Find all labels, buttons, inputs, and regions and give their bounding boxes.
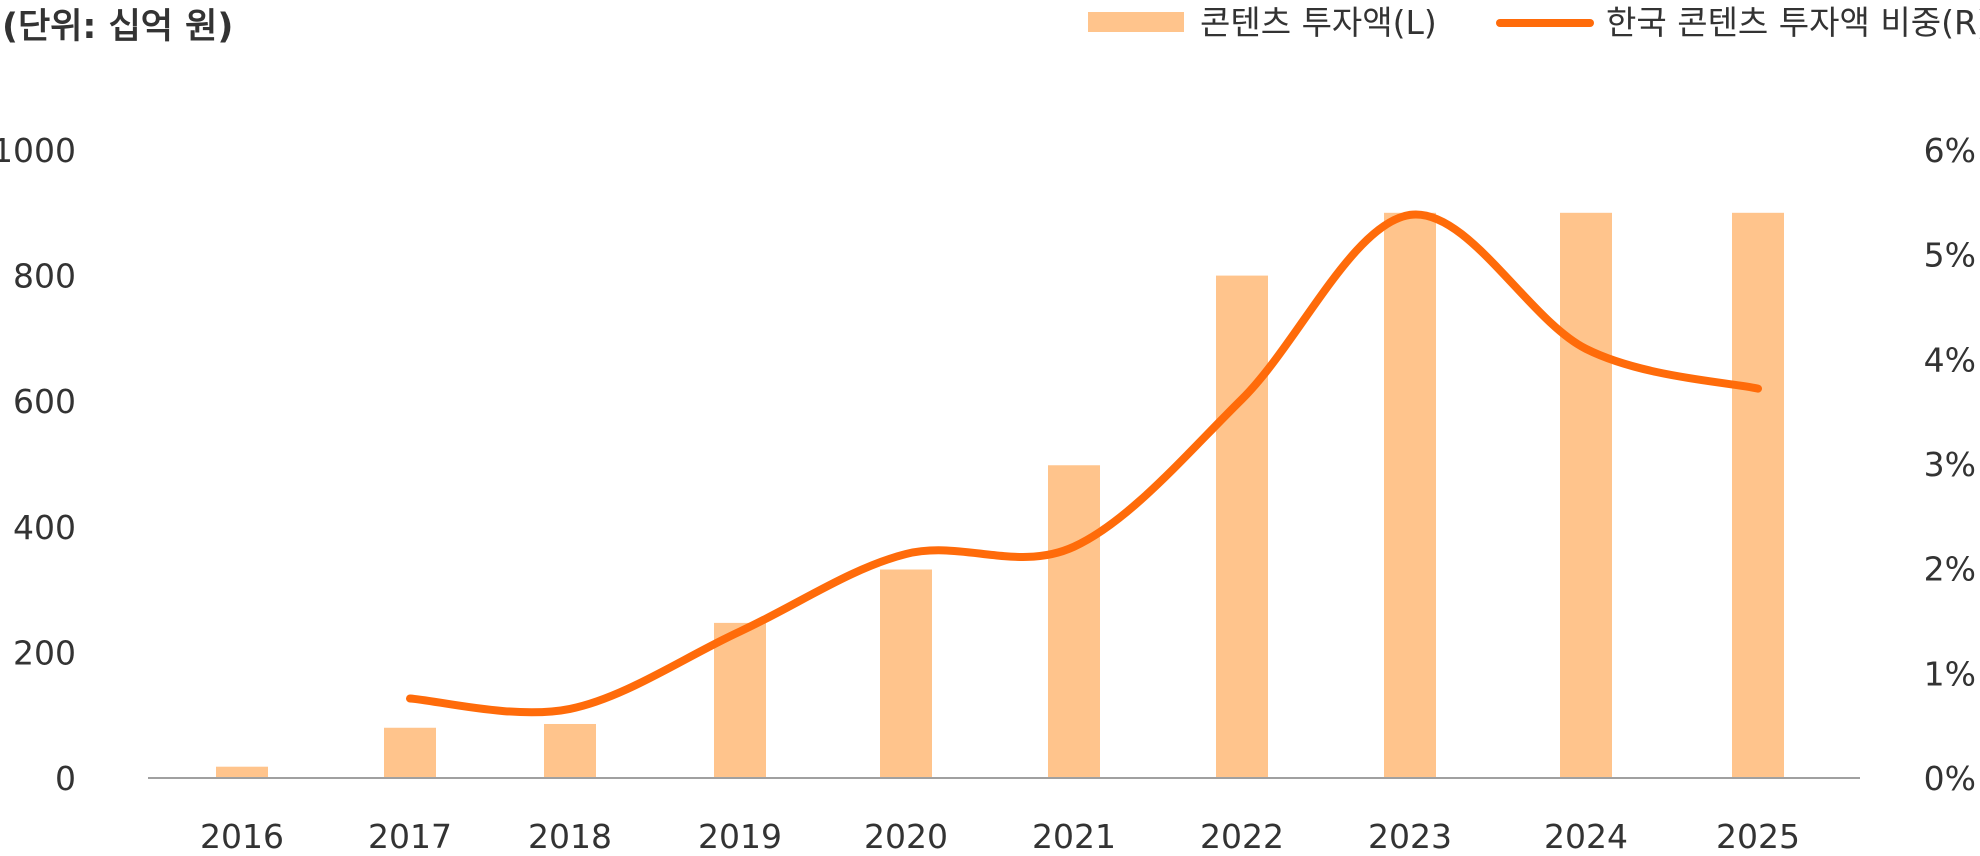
bar-2023 <box>1384 212 1436 779</box>
x-tick-label: 2018 <box>528 817 612 856</box>
y-right-tick-label: 5% <box>1924 236 1976 275</box>
y-right-tick-label: 2% <box>1924 550 1976 589</box>
legend: 콘텐츠 투자액(L) 한국 콘텐츠 투자액 비중(R) <box>1088 3 1980 42</box>
y-left-tick-label: 800 <box>13 257 76 296</box>
y-axis-right: 0% 1% 2% 3% 4% 5% 6% <box>1924 131 1976 798</box>
bar-2022 <box>1216 275 1268 778</box>
x-tick-label: 2019 <box>698 817 782 856</box>
y-axis-left: 0 200 400 600 800 1000 <box>0 131 76 798</box>
y-right-tick-label: 3% <box>1924 445 1976 484</box>
x-tick-label: 2021 <box>1032 817 1116 856</box>
y-right-tick-label: 1% <box>1924 654 1976 693</box>
x-tick-label: 2023 <box>1368 817 1452 856</box>
bar-2024 <box>1560 212 1612 779</box>
legend-bar-swatch <box>1088 12 1184 32</box>
bar-2019 <box>714 622 766 778</box>
y-right-tick-label: 4% <box>1924 340 1976 379</box>
legend-bar-label: 콘텐츠 투자액(L) <box>1200 3 1437 42</box>
y-left-tick-label: 600 <box>13 382 76 421</box>
x-axis: 2016 2017 2018 2019 2020 2021 2022 2023 2024 2025 <box>200 817 1800 856</box>
bar-2016 <box>216 766 268 778</box>
y-right-tick-label: 0% <box>1924 759 1976 798</box>
x-tick-label: 2020 <box>864 817 948 856</box>
bar-2020 <box>880 569 932 778</box>
y-left-tick-label: 200 <box>13 633 76 672</box>
x-tick-label: 2024 <box>1544 817 1628 856</box>
bar-2025 <box>1732 212 1784 779</box>
unit-label: (단위: 십억 원) <box>2 7 233 47</box>
x-tick-label: 2016 <box>200 817 284 856</box>
x-tick-label: 2017 <box>368 817 452 856</box>
bar-series <box>216 212 1784 779</box>
y-right-tick-label: 6% <box>1924 131 1976 170</box>
bar-2018 <box>544 723 596 778</box>
line-series <box>406 210 1762 717</box>
legend-line-label: 한국 콘텐츠 투자액 비중(R) <box>1606 3 1980 42</box>
x-tick-label: 2022 <box>1200 817 1284 856</box>
share-line <box>406 210 1762 717</box>
y-left-tick-label: 400 <box>13 508 76 547</box>
x-tick-label: 2025 <box>1716 817 1800 856</box>
y-left-tick-label: 0 <box>55 759 76 798</box>
y-left-tick-label: 1000 <box>0 131 76 170</box>
bar-2021 <box>1048 465 1100 778</box>
bar-2017 <box>384 727 436 778</box>
